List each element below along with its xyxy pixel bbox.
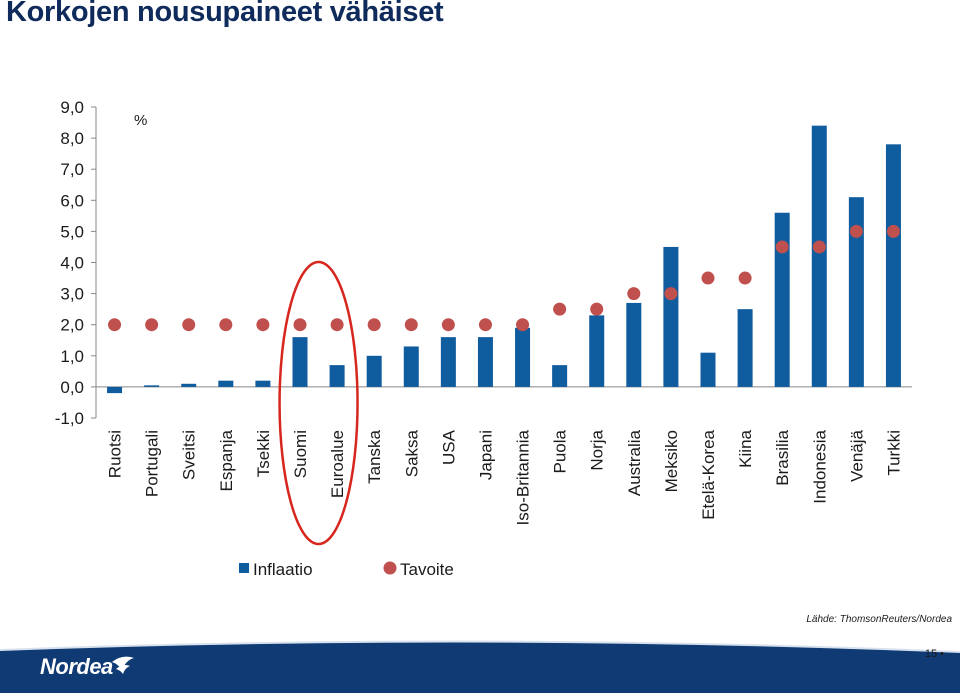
bar-20 <box>848 197 864 387</box>
category-label-12: Puola <box>551 429 570 473</box>
target-dot-0 <box>108 318 122 332</box>
category-label-17: Kiina <box>736 429 755 467</box>
target-dot-5 <box>293 318 307 332</box>
target-dot-21 <box>886 224 900 238</box>
target-dot-15 <box>664 287 678 301</box>
target-dot-10 <box>478 318 492 332</box>
legend-bar-swatch <box>239 563 249 573</box>
category-label-9: USA <box>439 429 458 465</box>
category-label-8: Saksa <box>402 429 421 477</box>
y-tick-label: 8,0 <box>60 129 84 148</box>
legend-dot-swatch <box>383 561 397 575</box>
bar-9 <box>440 337 456 387</box>
bar-4 <box>255 380 271 387</box>
footer-wave-highlight <box>0 640 960 653</box>
footer-wave <box>0 641 960 693</box>
bar-6 <box>329 365 345 387</box>
y-tick-label: 0,0 <box>60 378 84 397</box>
category-label-11: Iso-Britannia <box>514 429 533 525</box>
bar-16 <box>700 352 716 387</box>
target-dot-13 <box>590 302 604 316</box>
category-label-15: Meksiko <box>662 430 681 492</box>
category-label-16: Etelä-Korea <box>699 429 718 519</box>
target-dot-7 <box>367 318 381 332</box>
bullet-icon: • <box>940 648 944 660</box>
bar-8 <box>403 346 419 387</box>
nordea-logo-icon <box>112 656 134 674</box>
category-label-5: Suomi <box>291 430 310 478</box>
category-label-0: Ruotsi <box>106 430 125 478</box>
category-label-19: Indonesia <box>810 429 829 503</box>
target-dot-14 <box>627 287 641 301</box>
bar-15 <box>663 246 679 387</box>
bar-14 <box>626 302 642 387</box>
target-dot-12 <box>553 302 567 316</box>
target-dot-9 <box>441 318 455 332</box>
bar-2 <box>181 383 197 387</box>
page-number-value: 15 <box>924 648 938 660</box>
category-label-13: Norja <box>588 429 607 470</box>
category-label-21: Turkki <box>884 430 903 476</box>
category-label-3: Espanja <box>217 429 236 491</box>
footer-band <box>0 640 960 693</box>
target-dot-17 <box>738 271 752 285</box>
category-label-14: Australia <box>625 429 644 496</box>
y-tick-label: 6,0 <box>60 191 84 210</box>
page-number: 15 • <box>925 648 944 660</box>
bar-17 <box>737 309 753 387</box>
target-dot-2 <box>182 318 196 332</box>
category-label-1: Portugali <box>143 430 162 497</box>
bar-1 <box>144 385 160 387</box>
bar-7 <box>366 355 382 387</box>
y-tick-label: 1,0 <box>60 347 84 366</box>
bar-12 <box>552 365 568 387</box>
bar-10 <box>477 337 493 387</box>
y-tick-label: 9,0 <box>60 98 84 117</box>
target-dot-18 <box>775 240 789 254</box>
bar-11 <box>515 327 531 387</box>
target-dot-3 <box>219 318 233 332</box>
y-tick-label: 3,0 <box>60 285 84 304</box>
bar-13 <box>589 315 605 387</box>
target-dot-8 <box>404 318 418 332</box>
target-dot-19 <box>812 240 826 254</box>
page-title: Korkojen nousupaineet vähäiset <box>6 0 444 28</box>
target-dot-4 <box>256 318 270 332</box>
unit-label: % <box>134 112 147 129</box>
category-label-4: Tsekki <box>254 430 273 477</box>
highlight-ellipse <box>278 260 359 546</box>
source-note: Lähde: ThomsonReuters/Nordea <box>806 614 952 625</box>
bar-3 <box>218 380 234 387</box>
y-tick-label: 5,0 <box>60 222 84 241</box>
category-label-18: Brasilia <box>773 429 792 485</box>
target-dot-16 <box>701 271 715 285</box>
y-tick-label: 4,0 <box>60 254 84 273</box>
bar-21 <box>885 144 901 387</box>
y-tick-label: 7,0 <box>60 160 84 179</box>
bar-0 <box>107 386 123 394</box>
target-dot-6 <box>330 318 344 332</box>
y-tick-label: 2,0 <box>60 316 84 335</box>
bar-5 <box>292 337 308 387</box>
category-label-6: Euroalue <box>328 430 347 498</box>
category-label-20: Venäjä <box>847 429 866 482</box>
y-tick-label: -1,0 <box>55 409 84 428</box>
bar-19 <box>811 125 827 387</box>
category-label-10: Japani <box>476 430 495 480</box>
category-label-2: Sveitsi <box>180 430 199 480</box>
target-dot-11 <box>516 318 530 332</box>
bar-18 <box>774 212 790 387</box>
target-dot-20 <box>849 224 863 238</box>
target-dot-1 <box>145 318 159 332</box>
legend-label-tavoite: Tavoite <box>400 560 454 579</box>
category-label-7: Tanska <box>365 429 384 483</box>
legend-label-inflaatio: Inflaatio <box>253 560 313 579</box>
chart: 9,0 8,0 7,0 6,0 5,0 4,0 3,0 2,0 1,0 0,0 -1,0% Ruots… <box>55 98 912 579</box>
nordea-brand-text: Nordea <box>40 654 113 679</box>
